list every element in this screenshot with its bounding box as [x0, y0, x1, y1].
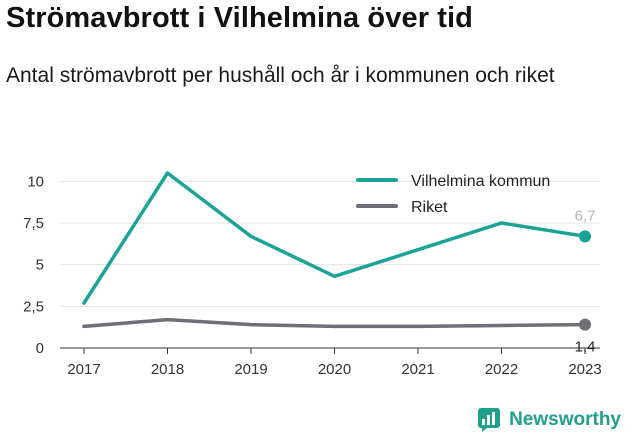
x-tick-label: 2021 — [401, 361, 434, 378]
gridlines — [60, 180, 600, 307]
legend-label: Riket — [411, 199, 448, 216]
y-tick-label: 7,5 — [23, 215, 44, 232]
x-tick-label: 2023 — [568, 361, 601, 378]
series-line-vilhelmina — [82, 171, 587, 305]
y-tick-label: 10 — [27, 173, 44, 190]
y-tick-label: 0 — [36, 340, 44, 357]
x-tick-label: 2022 — [485, 361, 518, 378]
chart-subtitle: Antal strömavbrott per hushåll och år i … — [6, 64, 555, 87]
end-points — [579, 230, 591, 331]
x-tick-label: 2017 — [67, 361, 100, 378]
series-line-riket — [82, 317, 587, 329]
legend: Vilhelmina kommun Riket — [356, 173, 550, 216]
y-tick-label: 5 — [36, 257, 44, 274]
series-end-label: 1,4 — [575, 339, 596, 356]
x-tick-label: 2019 — [234, 361, 267, 378]
y-tick-label: 2,5 — [23, 298, 44, 315]
legend-label: Vilhelmina kommun — [411, 173, 550, 190]
series-end-label: 6,7 — [575, 207, 596, 224]
end-labels: 6,7 1,4 — [575, 207, 596, 355]
brand: Newsworthy — [477, 407, 621, 433]
series-end-point — [579, 230, 591, 243]
x-axis: 2017 2018 2019 2020 2021 2022 2023 — [60, 347, 602, 378]
x-tick-label: 2018 — [151, 361, 184, 378]
x-tick-label: 2020 — [318, 361, 351, 378]
chart-title: Strömavbrott i Vilhelmina över tid — [6, 2, 473, 34]
series-end-point — [579, 318, 591, 331]
series-lines — [82, 171, 587, 329]
newsworthy-logo-icon — [478, 408, 501, 432]
brand-name: Newsworthy — [509, 409, 621, 430]
y-axis: 0 2,5 5 7,5 10 — [23, 173, 44, 357]
